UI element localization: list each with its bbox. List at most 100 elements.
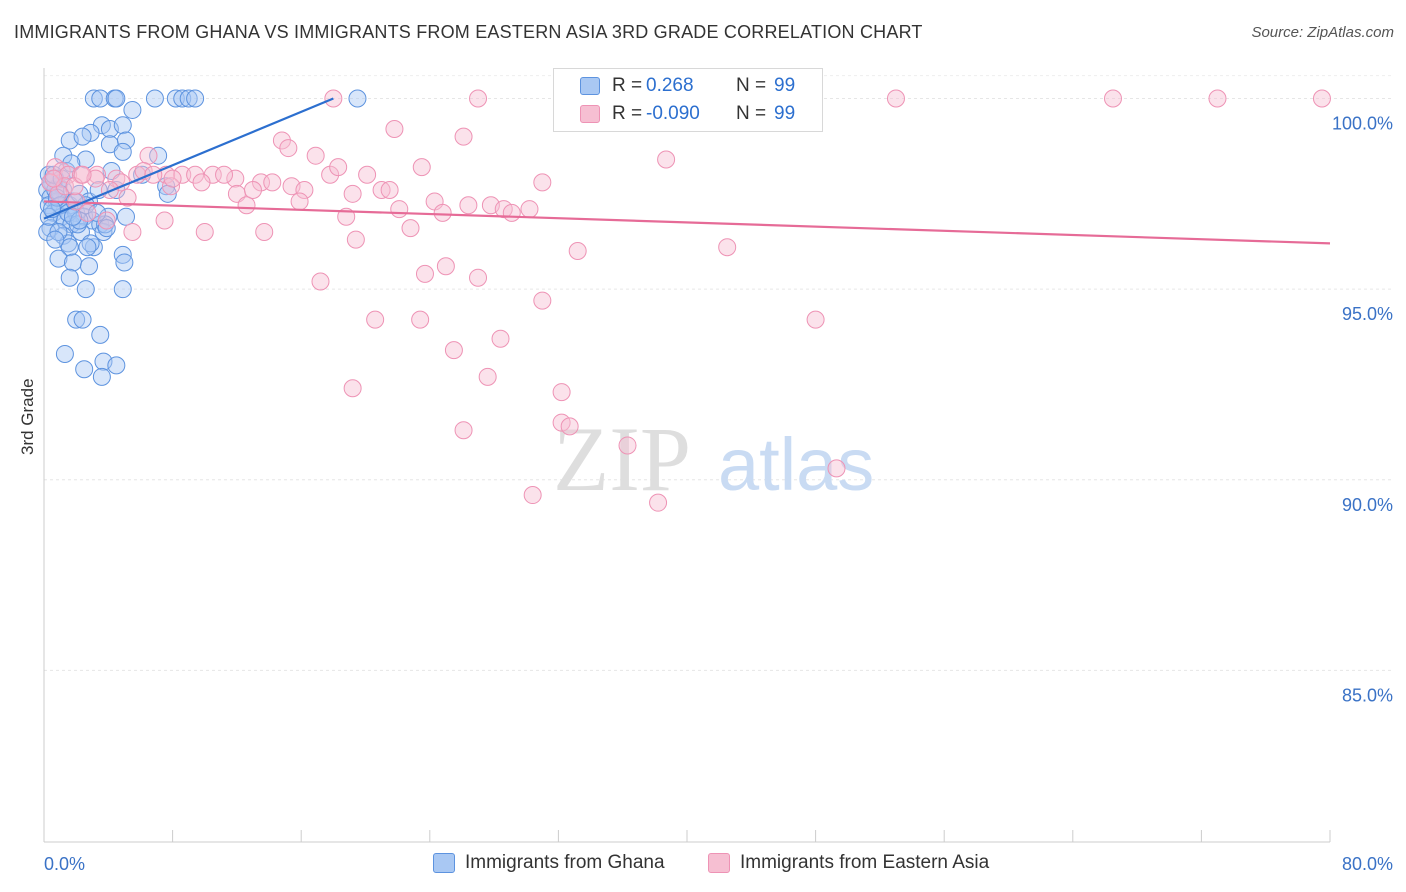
x-tick-label-min: 0.0% (44, 854, 85, 874)
eastern-asia-point (502, 203, 521, 222)
ghana-point (91, 89, 110, 108)
ghana-point (97, 219, 116, 238)
ghana-point (75, 360, 94, 379)
legend-item-ghana[interactable]: Immigrants from Ghana (433, 852, 665, 874)
legend-item-eastern-asia[interactable]: Immigrants from Eastern Asia (708, 852, 989, 874)
eastern-asia-point (520, 200, 539, 219)
ghana-point (107, 89, 126, 108)
legend-n-label: N = (736, 103, 767, 124)
ghana-point (60, 268, 79, 287)
chart-title: IMMIGRANTS FROM GHANA VS IMMIGRANTS FROM… (14, 22, 923, 42)
y-tick-label: 90.0% (1342, 495, 1393, 515)
eastern-asia-point (100, 181, 119, 200)
legend-label-eastern-asia: Immigrants from Eastern Asia (740, 852, 990, 873)
ghana-point (67, 310, 86, 329)
watermark-zip: ZIP (553, 408, 691, 510)
ghana-point (49, 249, 68, 268)
ghana-point (179, 89, 198, 108)
series-eastern-asia-points (41, 89, 1331, 512)
eastern-asia-point (343, 184, 362, 203)
eastern-asia-point (491, 329, 510, 348)
trendlines (43, 97, 1331, 245)
ghana-point (84, 89, 103, 108)
axes (43, 68, 1331, 843)
eastern-asia-point (358, 165, 377, 184)
eastern-asia-point (568, 242, 587, 261)
eastern-asia-point (469, 89, 488, 108)
eastern-asia-point (1208, 89, 1227, 108)
legend-r-value: -0.090 (646, 103, 700, 124)
eastern-asia-point (560, 417, 579, 436)
eastern-asia-point (163, 169, 182, 188)
eastern-asia-point (385, 120, 404, 139)
eastern-asia-point (523, 486, 542, 505)
ghana-point (113, 280, 132, 299)
legend-swatch-ghana (580, 77, 600, 95)
eastern-asia-point (444, 341, 463, 360)
ghana-point (73, 127, 92, 146)
eastern-asia-point (390, 200, 409, 219)
ghana-point (80, 257, 99, 276)
eastern-asia-point (827, 459, 846, 478)
eastern-asia-point (226, 169, 245, 188)
y-tick-labels: 85.0% 90.0% 95.0% 100.0% (1332, 114, 1393, 706)
eastern-asia-point (436, 257, 455, 276)
eastern-asia-point (533, 291, 552, 310)
eastern-asia-point (718, 238, 737, 257)
ghana-point (348, 89, 367, 108)
eastern-asia-point (279, 139, 298, 158)
eastern-asia-point (255, 222, 274, 241)
legend-row-ghana: R = 0.268 N = 99 (554, 74, 822, 98)
eastern-asia-point (192, 173, 211, 192)
eastern-asia-point (806, 310, 825, 329)
eastern-asia-point (215, 165, 234, 184)
legend-n-value: 99 (774, 103, 796, 124)
ghana-point (92, 367, 111, 386)
eastern-asia-point (454, 127, 473, 146)
eastern-asia-point (346, 230, 365, 249)
y-tick-label: 95.0% (1342, 304, 1393, 324)
x-tick-label-max: 80.0% (1342, 854, 1393, 874)
eastern-asia-point (401, 219, 420, 238)
eastern-asia-point (263, 173, 282, 192)
ghana-point (107, 356, 126, 375)
legend-r-label: R = (612, 103, 643, 124)
eastern-asia-point (290, 192, 309, 211)
ghana-point (76, 280, 95, 299)
eastern-asia-point (552, 383, 571, 402)
eastern-asia-point (433, 203, 452, 222)
correlation-legend: R = 0.268 N = 99 R = -0.090 N = 99 (553, 68, 823, 132)
ghana-point (78, 238, 97, 257)
eastern-asia-point (657, 150, 676, 169)
eastern-asia-point (343, 379, 362, 398)
legend-r-label: R = (612, 75, 643, 96)
eastern-asia-point (886, 89, 905, 108)
eastern-asia-point (411, 310, 430, 329)
ghana-point (73, 310, 92, 329)
ghana-point (115, 253, 134, 272)
eastern-asia-point (73, 165, 92, 184)
watermark: ZIP atlas (553, 408, 874, 510)
eastern-asia-point (97, 211, 116, 230)
eastern-asia-point (186, 165, 205, 184)
eastern-asia-point (243, 181, 262, 200)
eastern-asia-point (380, 181, 399, 200)
eastern-asia-point (78, 203, 97, 222)
eastern-asia-point (139, 146, 158, 165)
ghana-point (145, 89, 164, 108)
eastern-asia-point (59, 165, 78, 184)
ghana-point (91, 325, 110, 344)
eastern-asia-point (161, 177, 180, 196)
eastern-asia-point (366, 310, 385, 329)
eastern-asia-point (415, 264, 434, 283)
eastern-asia-point (237, 196, 256, 215)
eastern-asia-point (459, 196, 478, 215)
series-ghana-points (38, 89, 367, 386)
ghana-point (113, 142, 132, 161)
eastern-asia-point (272, 131, 291, 150)
watermark-atlas: atlas (718, 423, 874, 506)
eastern-asia-point (173, 165, 192, 184)
legend-label-ghana: Immigrants from Ghana (465, 852, 665, 873)
ghana-point (46, 230, 65, 249)
y-tick-label: 100.0% (1332, 114, 1393, 134)
